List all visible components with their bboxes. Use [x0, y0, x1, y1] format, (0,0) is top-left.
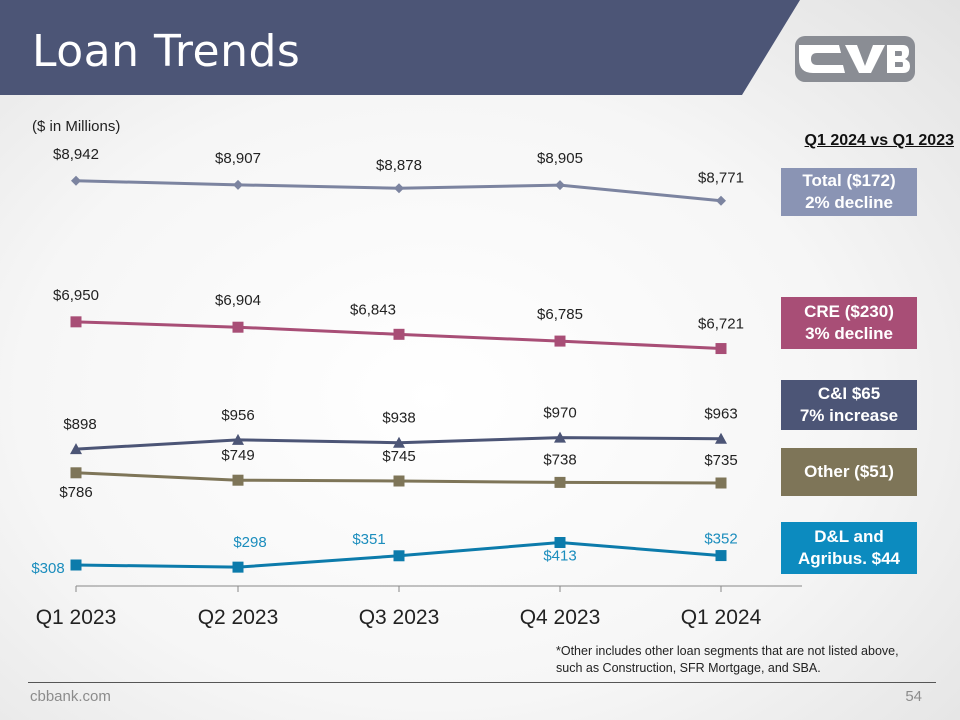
data-point-total — [394, 183, 404, 194]
logo-v — [845, 45, 885, 73]
units-note: ($ in Millions) — [32, 118, 121, 135]
data-point-dl — [393, 550, 405, 562]
data-point-total — [233, 179, 243, 190]
data-label-total: $8,942 — [53, 146, 99, 163]
data-label-dl: $351 — [352, 531, 385, 548]
data-label-other: $786 — [59, 484, 92, 501]
page-title: Loan Trends — [32, 26, 301, 77]
data-label-dl: $413 — [543, 548, 576, 565]
data-point-dl — [70, 559, 82, 571]
callout-ci-line2: 7% increase — [799, 406, 899, 425]
data-point-cre — [715, 343, 727, 355]
data-point-other — [715, 477, 727, 489]
callout-ci: C&I $65 7% increase — [781, 380, 917, 430]
callout-other-line1: Other ($51) — [804, 462, 894, 481]
data-label-total: $8,878 — [376, 157, 422, 174]
comparison-title: Q1 2024 vs Q1 2023 — [804, 132, 954, 149]
data-label-total: $8,905 — [537, 150, 583, 167]
x-tick-label: Q1 2023 — [36, 606, 117, 629]
data-point-cre — [393, 328, 405, 340]
data-point-ci — [232, 433, 244, 445]
callout-cre-line1: CRE ($230) — [804, 302, 894, 321]
data-point-ci — [393, 436, 405, 448]
data-point-other — [554, 476, 566, 488]
header-band-shape — [0, 0, 800, 95]
x-tick-label: Q3 2023 — [359, 606, 440, 629]
data-point-other — [70, 467, 82, 479]
x-tick-label: Q1 2024 — [681, 606, 762, 629]
callout-other: Other ($51) — [781, 448, 917, 496]
data-point-total — [555, 180, 565, 191]
data-label-cre: $6,950 — [53, 287, 99, 304]
data-point-other — [232, 474, 244, 486]
data-label-cre: $6,721 — [698, 316, 744, 333]
data-point-dl — [554, 537, 566, 548]
site-url: cbbank.com — [30, 688, 111, 705]
logo-b — [887, 45, 910, 73]
data-label-cre: $6,843 — [350, 301, 396, 318]
data-label-other: $738 — [543, 451, 576, 468]
data-point-dl — [232, 561, 244, 573]
footnote-line2: such as Construction, SFR Mortgage, and … — [556, 661, 821, 675]
data-label-cre: $6,904 — [215, 292, 261, 309]
cvb-logo — [795, 36, 915, 82]
callout-cre: CRE ($230) 3% decline — [781, 297, 917, 349]
footnote-line1: *Other includes other loan segments that… — [556, 644, 899, 658]
footnote: *Other includes other loan segments that… — [556, 643, 946, 677]
callout-ci-line1: C&I $65 — [817, 384, 881, 403]
data-point-total — [716, 195, 726, 206]
data-point-cre — [70, 316, 82, 328]
data-label-total: $8,907 — [215, 150, 261, 167]
page-number: 54 — [905, 688, 922, 705]
data-label-ci: $963 — [704, 406, 737, 423]
data-label-ci: $970 — [543, 405, 576, 422]
data-label-dl: $308 — [31, 560, 64, 577]
data-label-other: $735 — [704, 452, 737, 469]
x-tick-label: Q2 2023 — [198, 606, 279, 629]
callout-dl: D&L and Agribus. $44 — [781, 522, 917, 574]
callout-cre-line2: 3% decline — [805, 324, 893, 343]
data-label-total: $8,771 — [698, 170, 744, 187]
callout-dl-line2: Agribus. $44 — [797, 549, 901, 568]
data-point-cre — [232, 321, 244, 333]
data-label-ci: $898 — [63, 416, 96, 433]
footer-rule — [28, 682, 936, 683]
data-label-dl: $298 — [233, 534, 266, 551]
callout-dl-line1: D&L and — [814, 527, 884, 546]
data-point-ci — [715, 432, 727, 444]
data-label-ci: $956 — [221, 407, 254, 424]
data-label-ci: $938 — [382, 410, 415, 427]
logo-c — [799, 45, 845, 73]
data-point-other — [393, 475, 405, 487]
data-label-dl: $352 — [704, 531, 737, 548]
data-label-cre: $6,785 — [537, 306, 583, 323]
callout-total-line1: Total ($172) — [802, 171, 896, 190]
data-point-dl — [715, 550, 727, 562]
data-point-cre — [554, 335, 566, 347]
data-point-ci — [554, 431, 566, 443]
callout-total: Total ($172) 2% decline — [781, 168, 917, 216]
callout-total-line2: 2% decline — [805, 193, 893, 212]
data-label-other: $749 — [221, 447, 254, 464]
data-point-total — [71, 175, 81, 186]
data-point-ci — [70, 443, 82, 455]
header-band — [0, 0, 800, 95]
x-tick-label: Q4 2023 — [520, 606, 601, 629]
data-label-other: $745 — [382, 448, 415, 465]
